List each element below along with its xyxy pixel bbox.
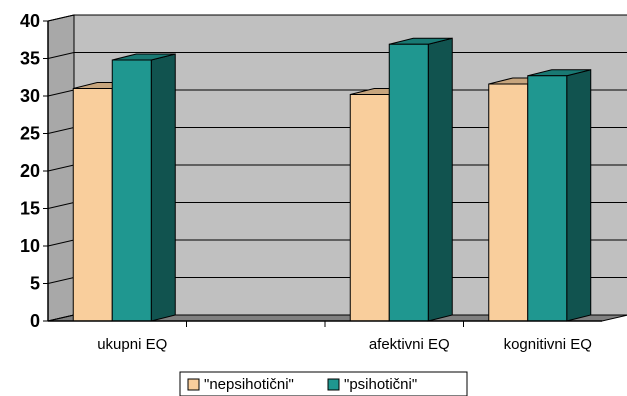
gridline-side xyxy=(47,277,75,284)
gridline-side xyxy=(47,14,75,22)
bar xyxy=(111,59,152,322)
gridline-side xyxy=(47,52,75,59)
bar xyxy=(349,94,390,322)
gridline-side xyxy=(47,239,75,247)
y-tick-label: 30 xyxy=(20,86,40,106)
legend-box xyxy=(179,371,468,396)
x-axis-category-labels: ukupni EQ afektivni EQ kognitivni EQ xyxy=(97,336,592,353)
legend-swatch xyxy=(327,378,340,391)
gridline-side xyxy=(47,89,75,97)
bar xyxy=(72,88,113,322)
bar-side xyxy=(566,69,592,322)
legend-swatch xyxy=(187,378,200,391)
y-tick-label: 0 xyxy=(30,311,40,331)
gridline-side xyxy=(47,164,75,172)
legend-label: "psihotični" xyxy=(344,376,417,393)
y-tick-label: 40 xyxy=(20,11,40,31)
y-tick-label: 5 xyxy=(30,274,40,294)
bar xyxy=(388,43,429,322)
legend-label: "nepsihotični" xyxy=(204,376,294,393)
legend: "nepsihotični" "psihotični" xyxy=(179,371,468,396)
x-category-label: kognitivni EQ xyxy=(504,336,592,353)
y-tick-label: 15 xyxy=(20,199,40,219)
x-category-label: afektivni EQ xyxy=(369,336,450,353)
y-tick-label: 10 xyxy=(20,236,40,256)
gridline-side xyxy=(47,314,75,322)
y-tick-label: 20 xyxy=(20,161,40,181)
bar xyxy=(527,75,568,322)
y-tick-label: 25 xyxy=(20,124,40,144)
bar-side xyxy=(427,37,453,322)
x-category-label: ukupni EQ xyxy=(97,336,167,353)
y-tick-label: 35 xyxy=(20,49,40,69)
bars xyxy=(72,37,592,322)
y-axis-tick-labels: 0 5 10 15 20 25 30 35 40 xyxy=(20,11,48,331)
gridline-side xyxy=(47,127,75,134)
gridline-side xyxy=(47,202,75,209)
bar xyxy=(488,83,529,322)
bar-side xyxy=(150,53,176,322)
